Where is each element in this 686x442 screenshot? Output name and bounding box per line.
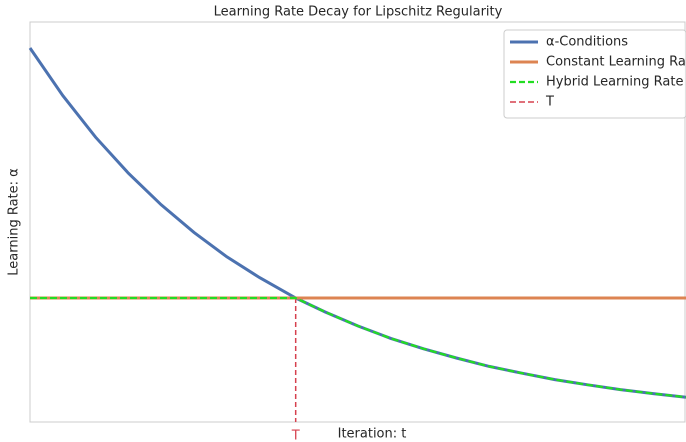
- series-line: [30, 296, 686, 399]
- plot-frame: [29, 21, 686, 423]
- legend-label: Hybrid Learning Rate: [546, 75, 683, 90]
- threshold-label: T: [291, 429, 300, 442]
- legend-label: T: [545, 95, 554, 110]
- chart-title: Learning Rate Decay for Lipschitz Regula…: [214, 5, 503, 20]
- x-axis-label: Iteration: t: [338, 427, 407, 442]
- legend-box: [503, 29, 686, 119]
- legend-label: α-Conditions: [546, 35, 628, 50]
- legend-label: Constant Learning Rate: [546, 55, 686, 70]
- y-axis-label: Learning Rate: α: [7, 168, 22, 275]
